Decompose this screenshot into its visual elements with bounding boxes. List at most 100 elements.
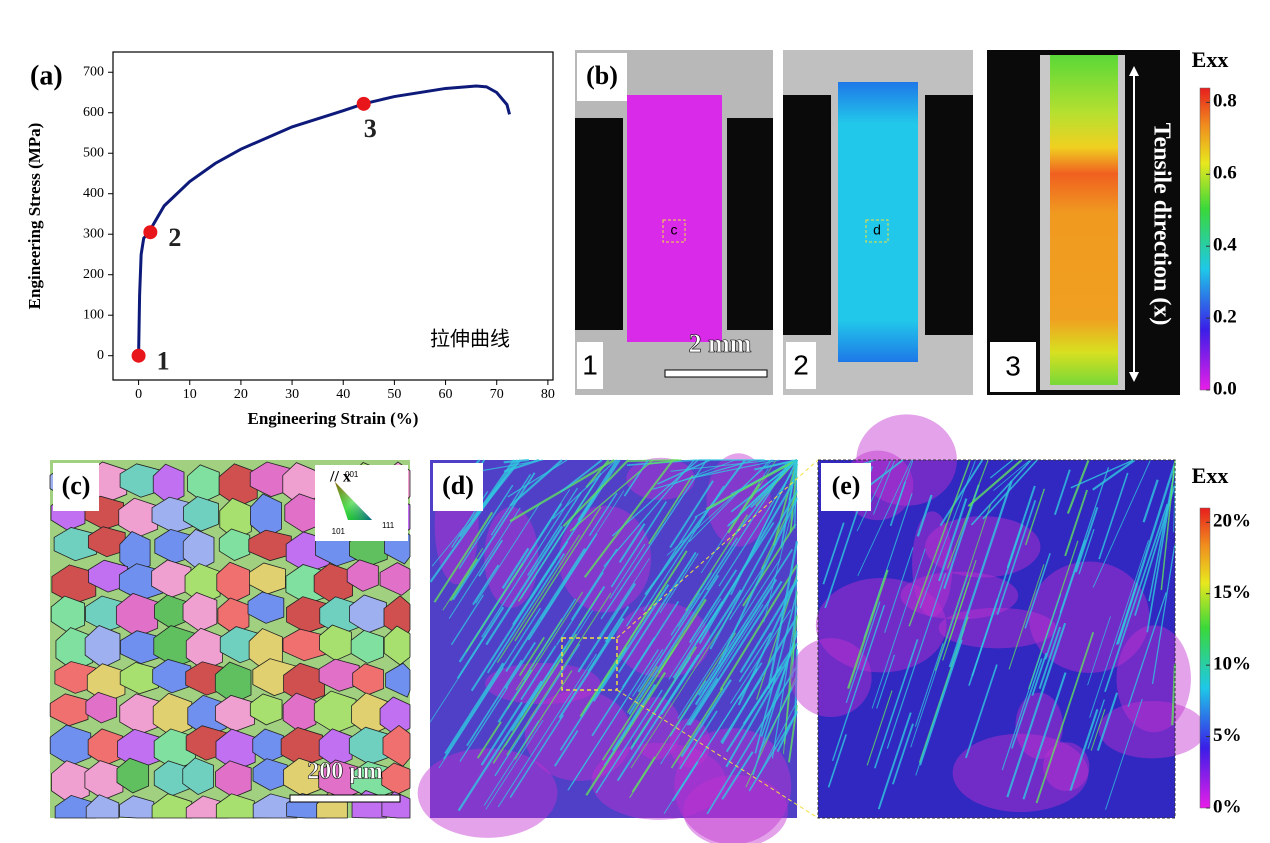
box-label: c bbox=[671, 222, 678, 238]
slip-band bbox=[660, 604, 764, 765]
grain bbox=[352, 663, 384, 696]
patch bbox=[900, 571, 1019, 620]
grain bbox=[218, 463, 258, 508]
strain-map bbox=[790, 414, 1206, 818]
colorbar-tick-label: 5% bbox=[1213, 725, 1242, 746]
slip-band bbox=[626, 665, 658, 714]
slip-band bbox=[1115, 582, 1139, 645]
grain bbox=[379, 696, 411, 737]
patch bbox=[856, 414, 957, 506]
grain bbox=[313, 563, 353, 605]
grain bbox=[252, 793, 298, 819]
slip-band bbox=[725, 665, 783, 753]
slip-band bbox=[721, 751, 754, 800]
slip-band bbox=[443, 607, 542, 760]
slip-band bbox=[688, 569, 738, 644]
patch bbox=[1098, 701, 1206, 759]
grain bbox=[119, 531, 151, 575]
slip-band bbox=[719, 564, 798, 691]
slip-band bbox=[458, 459, 522, 538]
grain bbox=[84, 625, 121, 669]
slip-band bbox=[507, 459, 568, 498]
slip-band bbox=[485, 525, 564, 646]
grain bbox=[184, 563, 221, 605]
slip-band bbox=[1022, 672, 1067, 800]
patch bbox=[674, 728, 792, 843]
patch bbox=[790, 638, 872, 718]
slip-band bbox=[458, 484, 514, 569]
zoom-box bbox=[561, 637, 618, 691]
slip-band bbox=[739, 579, 798, 674]
marker-label: 1 bbox=[157, 347, 170, 376]
colorbar-tick-label: 0.6 bbox=[1213, 163, 1237, 184]
slip-band bbox=[480, 701, 523, 766]
grain bbox=[85, 794, 120, 819]
grain bbox=[119, 661, 159, 695]
grain bbox=[350, 629, 384, 664]
colorbar-tick-label: 0.4 bbox=[1213, 235, 1237, 256]
slip-band bbox=[648, 475, 694, 545]
slip-band bbox=[1006, 622, 1067, 798]
x-tick-label: 60 bbox=[439, 387, 453, 402]
grain bbox=[385, 662, 411, 698]
slip-band bbox=[827, 734, 847, 788]
y-tick-label: 100 bbox=[83, 307, 104, 322]
slip-band bbox=[1054, 469, 1071, 515]
patch bbox=[524, 690, 633, 781]
x-tick-label: 20 bbox=[234, 387, 248, 402]
y-tick-label: 200 bbox=[83, 267, 104, 282]
slip-band bbox=[1104, 503, 1169, 693]
slip-band bbox=[679, 710, 718, 770]
grain bbox=[282, 692, 317, 733]
grain bbox=[84, 760, 124, 800]
slip-band bbox=[970, 459, 1032, 526]
y-tick-label: 700 bbox=[83, 64, 104, 79]
slip-band bbox=[519, 645, 567, 718]
grain bbox=[51, 564, 97, 605]
slip-band bbox=[603, 459, 695, 567]
slip-band bbox=[772, 459, 798, 546]
slip-band bbox=[702, 622, 748, 693]
slip-band bbox=[630, 610, 733, 769]
y-tick-label: 400 bbox=[83, 186, 104, 201]
slip-band bbox=[934, 504, 991, 671]
slip-band bbox=[618, 523, 646, 564]
slip-band bbox=[588, 492, 618, 537]
slip-band bbox=[504, 641, 536, 689]
slip-band bbox=[776, 710, 798, 753]
slip-band bbox=[996, 500, 1037, 615]
slip-band bbox=[877, 712, 912, 810]
slip-band bbox=[578, 590, 602, 627]
slip-band bbox=[485, 719, 544, 810]
slip-band bbox=[946, 459, 989, 569]
y-tick-label: 0 bbox=[97, 348, 104, 363]
slip-band bbox=[448, 507, 521, 619]
label-box bbox=[577, 53, 627, 101]
slip-band bbox=[472, 459, 544, 473]
slip-band bbox=[729, 564, 766, 621]
slip-band bbox=[857, 459, 912, 576]
slip-band bbox=[644, 459, 746, 596]
slip-band bbox=[1038, 626, 1061, 689]
marker bbox=[143, 225, 158, 240]
grain bbox=[152, 692, 193, 738]
colorbar-tick-label: 20% bbox=[1213, 511, 1251, 532]
slip-band bbox=[672, 601, 724, 679]
box-label: d bbox=[873, 222, 881, 238]
slip-band bbox=[628, 574, 720, 715]
slip-band bbox=[601, 644, 678, 761]
slip-band bbox=[670, 572, 713, 636]
slip-band bbox=[884, 547, 914, 633]
marker bbox=[356, 96, 371, 111]
slip-band bbox=[965, 664, 998, 759]
slip-band bbox=[459, 686, 509, 762]
slip-band bbox=[666, 459, 774, 556]
slip-band bbox=[487, 553, 565, 674]
slip-band bbox=[466, 659, 523, 747]
slip-band bbox=[1078, 528, 1095, 575]
annotation: 拉伸曲线 bbox=[430, 327, 510, 350]
slip-band bbox=[449, 558, 479, 602]
slip-band bbox=[472, 564, 500, 606]
slip-band bbox=[871, 548, 926, 709]
